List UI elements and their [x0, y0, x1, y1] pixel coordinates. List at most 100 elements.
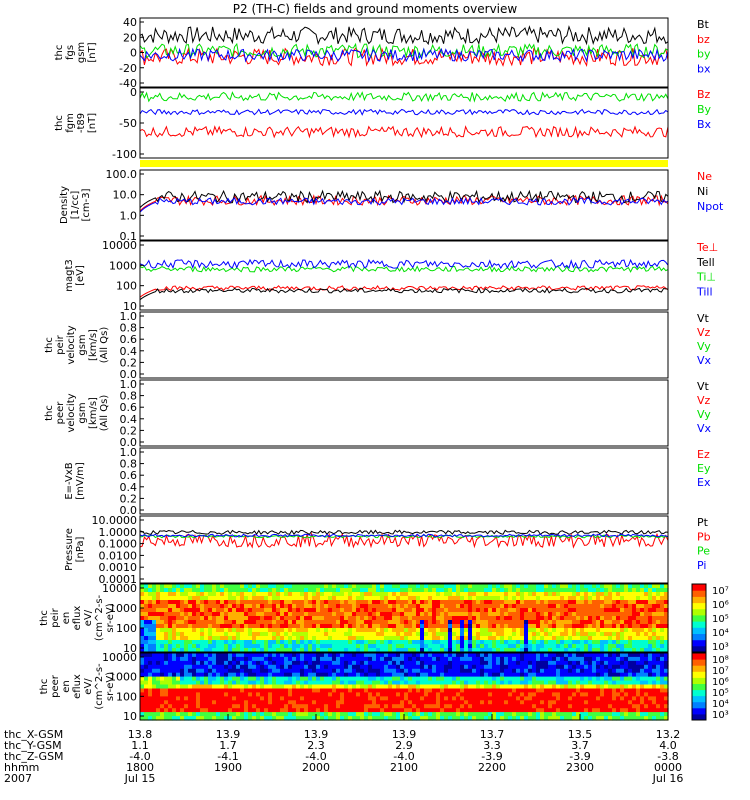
heat-cell	[508, 672, 513, 678]
heat-cell	[588, 608, 593, 613]
heat-cell	[560, 684, 565, 689]
heat-cell	[144, 648, 149, 653]
heat-cell	[460, 584, 465, 589]
heat-cell	[628, 628, 633, 633]
heat-cell	[180, 624, 185, 629]
heat-cell	[308, 688, 313, 693]
heat-cell	[248, 680, 253, 686]
heat-cell	[300, 644, 305, 649]
heat-cell	[600, 700, 605, 705]
heat-cell	[208, 636, 213, 641]
heat-cell	[460, 596, 465, 601]
heat-cell	[624, 648, 629, 653]
heat-cell	[528, 656, 533, 662]
heat-cell	[412, 616, 417, 621]
heat-cell	[140, 624, 145, 629]
heat-cell	[536, 708, 541, 713]
x-row-value: Jul 16	[652, 772, 684, 785]
heat-cell	[288, 700, 293, 705]
heat-cell	[584, 684, 589, 689]
heat-cell	[652, 680, 657, 686]
heat-cell	[380, 680, 385, 686]
heat-cell	[408, 636, 413, 641]
heat-cell	[504, 612, 509, 617]
heat-cell	[328, 600, 333, 605]
heat-cell	[548, 636, 553, 641]
heat-cell	[236, 628, 241, 633]
heat-cell	[200, 600, 205, 605]
heat-cell	[664, 616, 669, 621]
heat-cell	[568, 700, 573, 705]
heat-cell	[260, 624, 265, 629]
heat-cell	[628, 608, 633, 613]
heat-cell	[200, 700, 205, 705]
heat-cell	[544, 700, 549, 705]
heat-cell	[432, 648, 437, 653]
heat-cell	[196, 636, 201, 641]
heat-cell	[144, 664, 149, 670]
heat-cell	[336, 588, 341, 593]
heat-cell	[312, 664, 317, 670]
heat-cell	[464, 676, 469, 682]
heat-cell	[640, 636, 645, 641]
heat-cell	[440, 612, 445, 617]
heat-cell	[504, 716, 509, 721]
heat-cell	[608, 668, 613, 674]
y-axis-label-line: [1/cc]	[70, 191, 81, 220]
heat-cell	[400, 600, 405, 605]
heat-cell	[276, 584, 281, 589]
heat-cell	[180, 628, 185, 633]
heat-cell	[636, 700, 641, 705]
heat-cell	[520, 632, 525, 637]
x-row-label: thc_Z-GSM	[4, 750, 64, 763]
heat-cell	[336, 604, 341, 609]
heat-cell	[228, 600, 233, 605]
heat-cell	[180, 696, 185, 701]
heat-cell	[228, 648, 233, 653]
heat-cell	[368, 592, 373, 597]
y-axis-label-line: sr-eV)	[105, 672, 116, 701]
heat-cell	[580, 716, 585, 721]
heat-cell	[272, 708, 277, 713]
heat-cell	[384, 636, 389, 641]
heat-cell	[652, 708, 657, 713]
heat-cell	[520, 644, 525, 649]
heat-cell	[660, 624, 665, 629]
heat-cell	[484, 636, 489, 641]
heat-cell	[384, 632, 389, 637]
heat-cell	[408, 592, 413, 597]
heat-cell	[492, 716, 497, 721]
heat-cell	[664, 584, 669, 589]
y-tick-label: 0.0001	[99, 573, 138, 586]
heat-cell	[564, 684, 569, 689]
heat-cell	[504, 604, 509, 609]
heat-cell	[648, 640, 653, 645]
heat-cell	[424, 712, 429, 717]
heat-cell	[340, 624, 345, 629]
heat-cell	[504, 596, 509, 601]
heat-cell	[236, 640, 241, 645]
heat-cell	[596, 716, 601, 721]
heat-cell	[360, 653, 365, 658]
heat-cell	[256, 704, 261, 709]
heat-cell	[496, 604, 501, 609]
heat-cell	[480, 648, 485, 653]
heat-cell	[292, 624, 297, 629]
x-row-value: -4.1	[217, 750, 238, 763]
heat-cell	[468, 712, 473, 717]
heat-cell	[640, 696, 645, 701]
heat-cell	[196, 624, 201, 629]
heat-cell	[404, 672, 409, 678]
heat-cell	[364, 704, 369, 709]
heat-cell	[412, 676, 417, 682]
heat-cell	[368, 628, 373, 633]
heat-cell	[580, 600, 585, 605]
heat-cell	[160, 660, 165, 666]
heat-cell	[332, 660, 337, 666]
heat-cell	[204, 704, 209, 709]
heat-cell	[280, 636, 285, 641]
heat-cell	[348, 612, 353, 617]
heat-cell	[248, 592, 253, 597]
heat-cell	[564, 636, 569, 641]
heat-cell	[284, 648, 289, 653]
